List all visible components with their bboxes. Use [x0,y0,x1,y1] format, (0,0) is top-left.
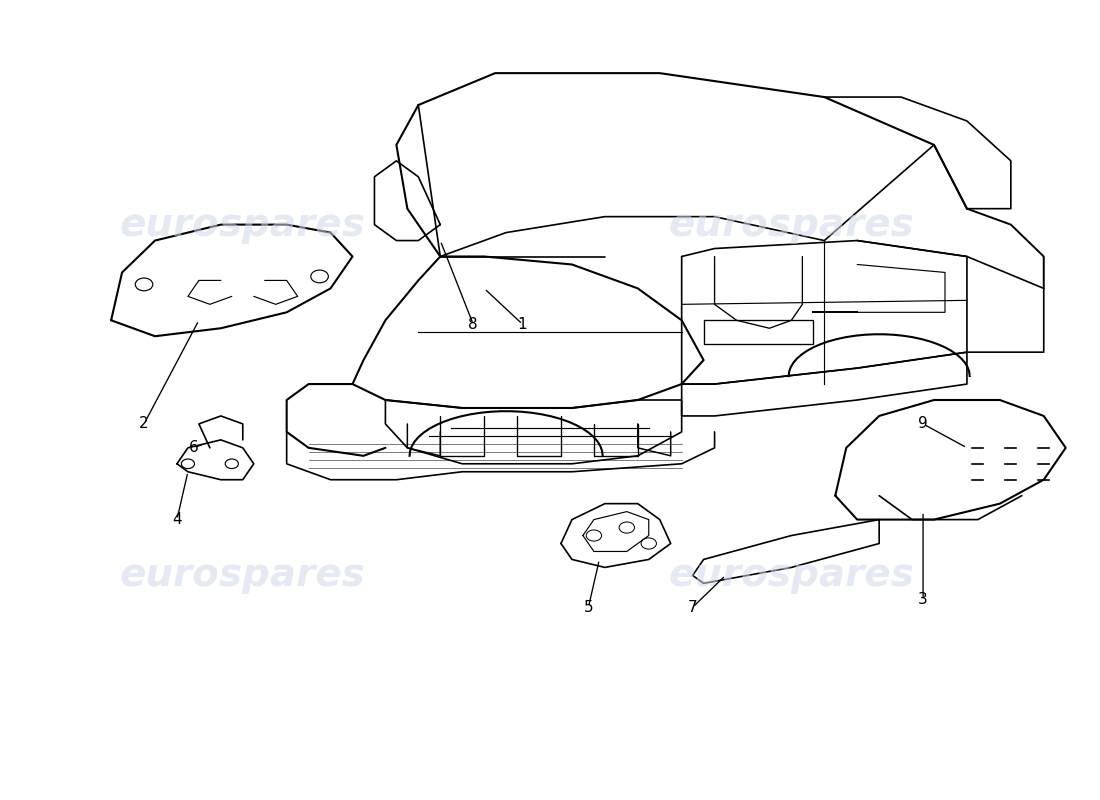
Text: 9: 9 [918,417,928,431]
Text: 2: 2 [140,417,148,431]
Text: 8: 8 [469,317,478,332]
Text: 7: 7 [688,600,697,614]
Text: eurospares: eurospares [120,556,365,594]
Text: 1: 1 [518,317,527,332]
Text: 5: 5 [584,600,593,614]
Text: 3: 3 [918,592,928,607]
Text: eurospares: eurospares [669,206,914,244]
Text: eurospares: eurospares [669,556,914,594]
Text: 4: 4 [172,512,182,527]
Text: eurospares: eurospares [120,206,365,244]
Text: 6: 6 [188,440,198,455]
